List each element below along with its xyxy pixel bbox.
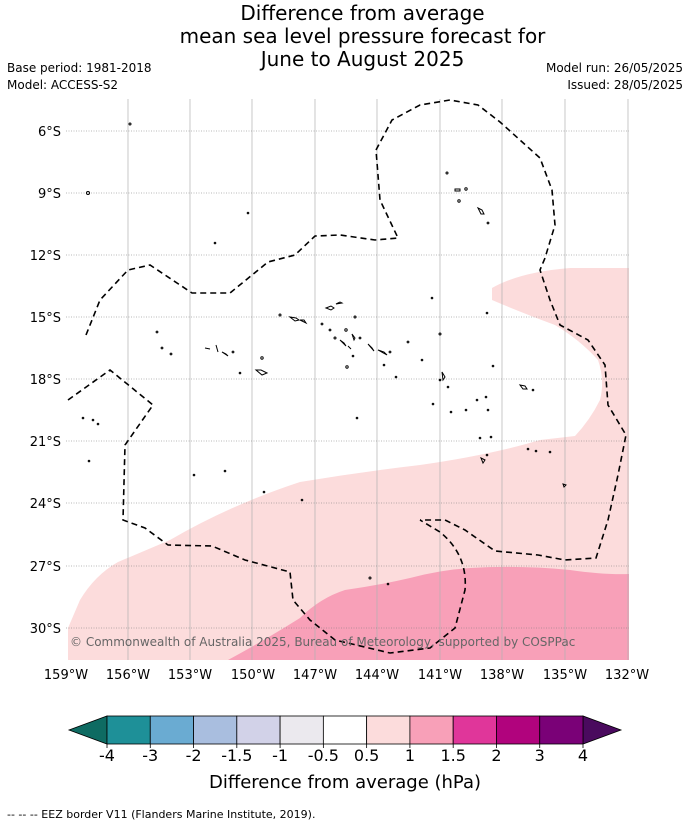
model-name: Model: ACCESS-S2 [7, 78, 119, 92]
lat-label: 21°S [30, 435, 61, 450]
lon-label: 159°W [44, 668, 88, 683]
lon-label: 138°W [480, 668, 524, 683]
lon-label: 144°W [355, 668, 399, 683]
lat-label: 24°S [30, 497, 61, 512]
eez-border-cook-islands [85, 99, 627, 561]
eez-borders [67, 99, 627, 654]
islands [81, 122, 567, 586]
base-period: Base period: 1981-2018 [7, 61, 152, 75]
colorbar-tick-label: 1 [405, 746, 415, 765]
colorbar-tick-label: -3 [142, 746, 158, 765]
colorbar-segment [366, 715, 411, 745]
title-line-2: mean sea level pressure forecast for [179, 24, 546, 48]
colorbar-segment [409, 715, 454, 745]
colorbar-segment [496, 715, 541, 745]
colorbar-segment [452, 715, 497, 745]
colorbar-segment [193, 715, 238, 745]
lat-label: 9°S [38, 187, 61, 202]
colorbar-segment [149, 715, 194, 745]
title-line-3: June to August 2025 [260, 47, 465, 71]
colorbar-tick-label: -1.5 [221, 746, 252, 765]
lat-label: 15°S [30, 311, 61, 326]
lat-label: 12°S [30, 249, 61, 264]
footer-note: -- -- -- EEZ border V11 (Flanders Marine… [7, 808, 316, 821]
colorbar-segment [236, 715, 281, 745]
issued-date: Issued: 28/05/2025 [567, 78, 683, 92]
colorbar-tick-label: 3 [535, 746, 545, 765]
copyright-text: © Commonwealth of Australia 2025, Bureau… [70, 635, 575, 649]
lon-label: 153°W [168, 668, 212, 683]
lat-label: 30°S [30, 622, 61, 637]
map-title: Difference from average mean sea level p… [0, 2, 690, 71]
colorbar-segment [279, 715, 324, 745]
meta-left: Base period: 1981-2018 Model: ACCESS-S2 [7, 60, 152, 94]
colorbar-tick-label: 1.5 [440, 746, 465, 765]
lat-label: 18°S [30, 373, 61, 388]
colorbar-tick-label: -1 [272, 746, 288, 765]
shade-band-1-1p5 [228, 566, 629, 660]
lon-label: 141°W [418, 668, 462, 683]
lat-label: 6°S [38, 125, 61, 140]
grid-lines [127, 99, 629, 660]
lat-label: 27°S [30, 560, 61, 575]
colorbar-tick-label: 0.5 [354, 746, 379, 765]
lon-label: 150°W [231, 668, 275, 683]
model-run: Model run: 26/05/2025 [545, 61, 683, 75]
lon-label: 156°W [106, 668, 150, 683]
colorbar-label: Difference from average (hPa) [209, 772, 481, 793]
lon-label: 147°W [293, 668, 337, 683]
colorbar-tick-label: 4 [578, 746, 588, 765]
map-area [66, 99, 629, 660]
colorbar-tick-label: 2 [491, 746, 501, 765]
colorbar-under-arrow [67, 715, 108, 745]
colorbar-tick-label: -4 [99, 746, 115, 765]
colorbar-tick-label: -0.5 [308, 746, 339, 765]
colorbar-segment [322, 715, 368, 745]
colorbar: -4 -3 -2 -1.5 -1 -0.5 0.5 1 1.5 2 3 4 [67, 715, 623, 765]
colorbar-over-arrow [582, 715, 623, 745]
meta-right: Model run: 26/05/2025 Issued: 28/05/2025 [546, 60, 683, 94]
lon-label: 135°W [543, 668, 587, 683]
shade-band-0p5-1 [68, 268, 629, 660]
lon-label: 132°W [605, 668, 649, 683]
colorbar-segment [106, 715, 151, 745]
eez-border-southwest [67, 368, 467, 654]
colorbar-segment [539, 715, 584, 745]
title-line-1: Difference from average [240, 1, 485, 25]
longitude-labels: 159°W 156°W 153°W 150°W 147°W 144°W 141°… [44, 668, 649, 683]
colorbar-tick-label: -2 [186, 746, 202, 765]
latitude-labels: 6°S 9°S 12°S 15°S 18°S 21°S 24°S 27°S 30… [30, 125, 61, 637]
